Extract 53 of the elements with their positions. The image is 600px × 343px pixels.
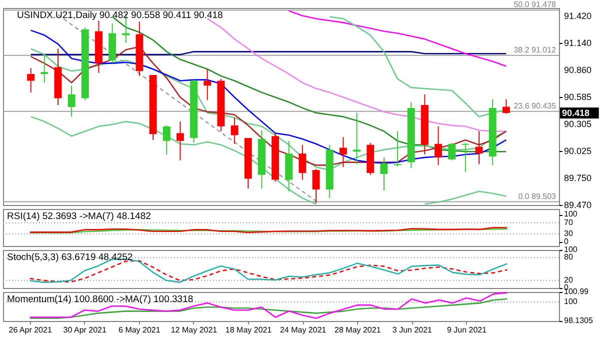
y-tick-label: 70 (564, 218, 574, 227)
y-tick-label: 90.305 (564, 118, 592, 129)
candlestick (68, 85, 76, 118)
chart-title: RSI(14) 52.3693 ->MA(7) 48.1482 (7, 211, 151, 222)
candlestick (162, 124, 170, 156)
ref-line-label: 0.0 89.503 (518, 192, 557, 201)
candlestick (176, 121, 184, 161)
x-tick-label: 28 May 2021 (334, 326, 382, 334)
y-tick-label: 80 (564, 252, 574, 262)
x-tick-label: 12 May 2021 (170, 326, 218, 334)
y-tick-label: 30 (564, 228, 574, 238)
candlestick (298, 144, 306, 180)
y-tick-label: 100 (564, 245, 578, 254)
x-tick-label: 3 Jun 2021 (392, 326, 433, 334)
line-series (206, 18, 507, 132)
candlestick (502, 98, 510, 114)
candlestick (27, 68, 35, 93)
text: 90.418 (562, 108, 590, 118)
line-series (288, 10, 507, 67)
candlestick (312, 168, 320, 204)
y-tick-label: 91.420 (564, 10, 592, 21)
ref-line-label: 50.0 91.478 (514, 0, 557, 10)
y-tick-label: 89.470 (564, 200, 592, 210)
y-tick-label: 20 (564, 275, 574, 284)
candlestick (434, 126, 442, 166)
candlestick (353, 112, 361, 165)
x-tick-label: 26 Apr 2021 (8, 326, 52, 334)
y-tick-label: 89.750 (564, 172, 592, 183)
y-tick-label: 91.140 (564, 38, 592, 48)
x-tick-label: 6 May 2021 (118, 326, 161, 334)
x-tick-label: 30 Apr 2021 (63, 326, 107, 334)
y-tick-label: 98.1305 (564, 316, 594, 325)
y-tick-label: 90.860 (564, 65, 592, 76)
candlestick (204, 68, 212, 101)
candlestick (40, 54, 48, 84)
candlestick (230, 117, 238, 144)
x-tick-label: 9 Jun 2021 (446, 326, 488, 334)
chart-title: Momentum(14) 100.8600 ->MA(7) 100.3318 (7, 294, 194, 305)
candlestick (475, 130, 483, 165)
y-tick-label: 90.585 (564, 92, 592, 102)
candlestick (462, 142, 470, 173)
y-tick-label: 90.025 (564, 146, 592, 156)
x-tick-label: 24 May 2021 (280, 326, 327, 334)
y-tick-label: 0 (564, 237, 569, 246)
y-tick-label: 100 (564, 297, 578, 306)
x-tick-label: 18 May 2021 (225, 326, 272, 334)
candlestick (394, 130, 402, 167)
candlestick (380, 156, 388, 191)
ref-line-label: 38.2 91.012 (514, 45, 557, 54)
y-tick-label: 100 (564, 210, 578, 219)
candlestick (339, 136, 347, 168)
ref-line-label: 23.6 90.435 (514, 101, 557, 110)
candlestick (448, 142, 456, 161)
